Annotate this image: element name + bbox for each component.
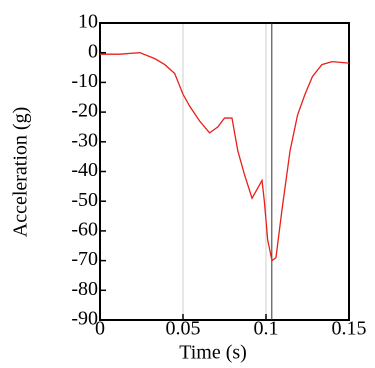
y-tick-label: 0: [88, 40, 98, 62]
y-tick-label: -20: [71, 100, 98, 122]
y-tick-label: -60: [71, 218, 98, 240]
x-tick-label: 0.15: [332, 318, 367, 340]
y-axis-label: Acceleration (g): [10, 107, 32, 237]
y-tick-label: -30: [71, 129, 98, 151]
y-tick-label: -40: [71, 159, 98, 181]
x-tick-label: 0: [95, 318, 105, 340]
y-tick-label: -50: [71, 189, 98, 211]
y-tick-label: -70: [71, 248, 98, 270]
y-tick-label: -10: [71, 70, 98, 92]
x-axis-label: Time (s): [179, 342, 247, 364]
y-tick-label: -90: [71, 308, 98, 330]
data-line: [100, 52, 350, 262]
y-tick-label: -80: [71, 278, 98, 300]
y-tick-label: 10: [78, 11, 98, 33]
x-tick-label: 0.05: [166, 318, 201, 340]
x-tick-label: 0.1: [254, 318, 279, 340]
plot-frame: [99, 22, 350, 321]
